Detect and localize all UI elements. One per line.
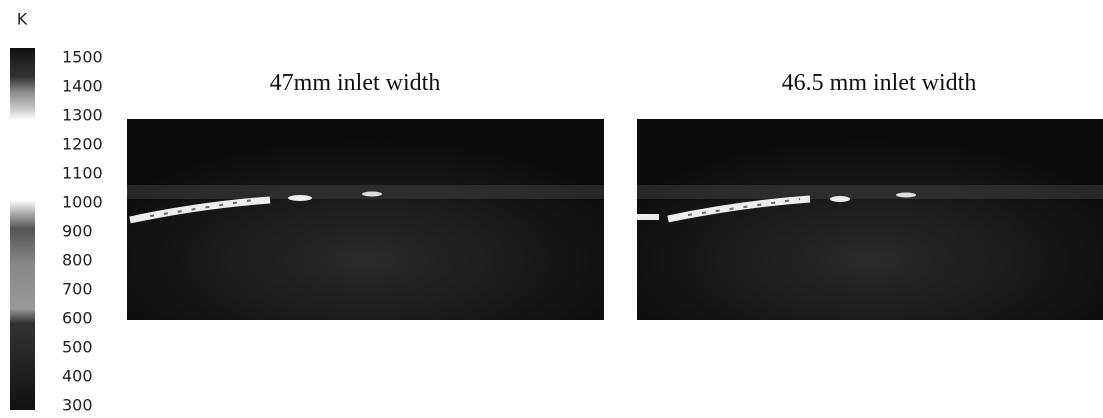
colorbar-tick-label: 1300 (62, 106, 103, 125)
temperature-field (127, 119, 604, 320)
colorbar-tick-label: 400 (62, 367, 93, 386)
colorbar-tick-label: 800 (62, 251, 93, 270)
figure: K 1500 1400 1300 1200 1100 1000 900 800 700 600 50… (0, 0, 1103, 418)
colorbar-tick-label: 1400 (62, 77, 103, 96)
colorbar-tick-label: 600 (62, 309, 93, 328)
panel-title: 47mm inlet width (270, 70, 441, 96)
colorbar-tick-label: 900 (62, 222, 93, 241)
colorbar-tick-label: 1100 (62, 164, 103, 183)
colorbar-tick-label: 1500 (62, 48, 103, 67)
colorbar-tick-label: 300 (62, 396, 93, 415)
colorbar (10, 48, 35, 410)
colorbar-unit: K (17, 10, 28, 29)
colorbar-tick-label: 500 (62, 338, 93, 357)
colorbar-tick-label: 1000 (62, 193, 103, 212)
colorbar-tick-label: 1200 (62, 135, 103, 154)
panel-title: 46.5 mm inlet width (782, 70, 977, 96)
temperature-field (637, 119, 1103, 320)
colorbar-tick-label: 700 (62, 280, 93, 299)
